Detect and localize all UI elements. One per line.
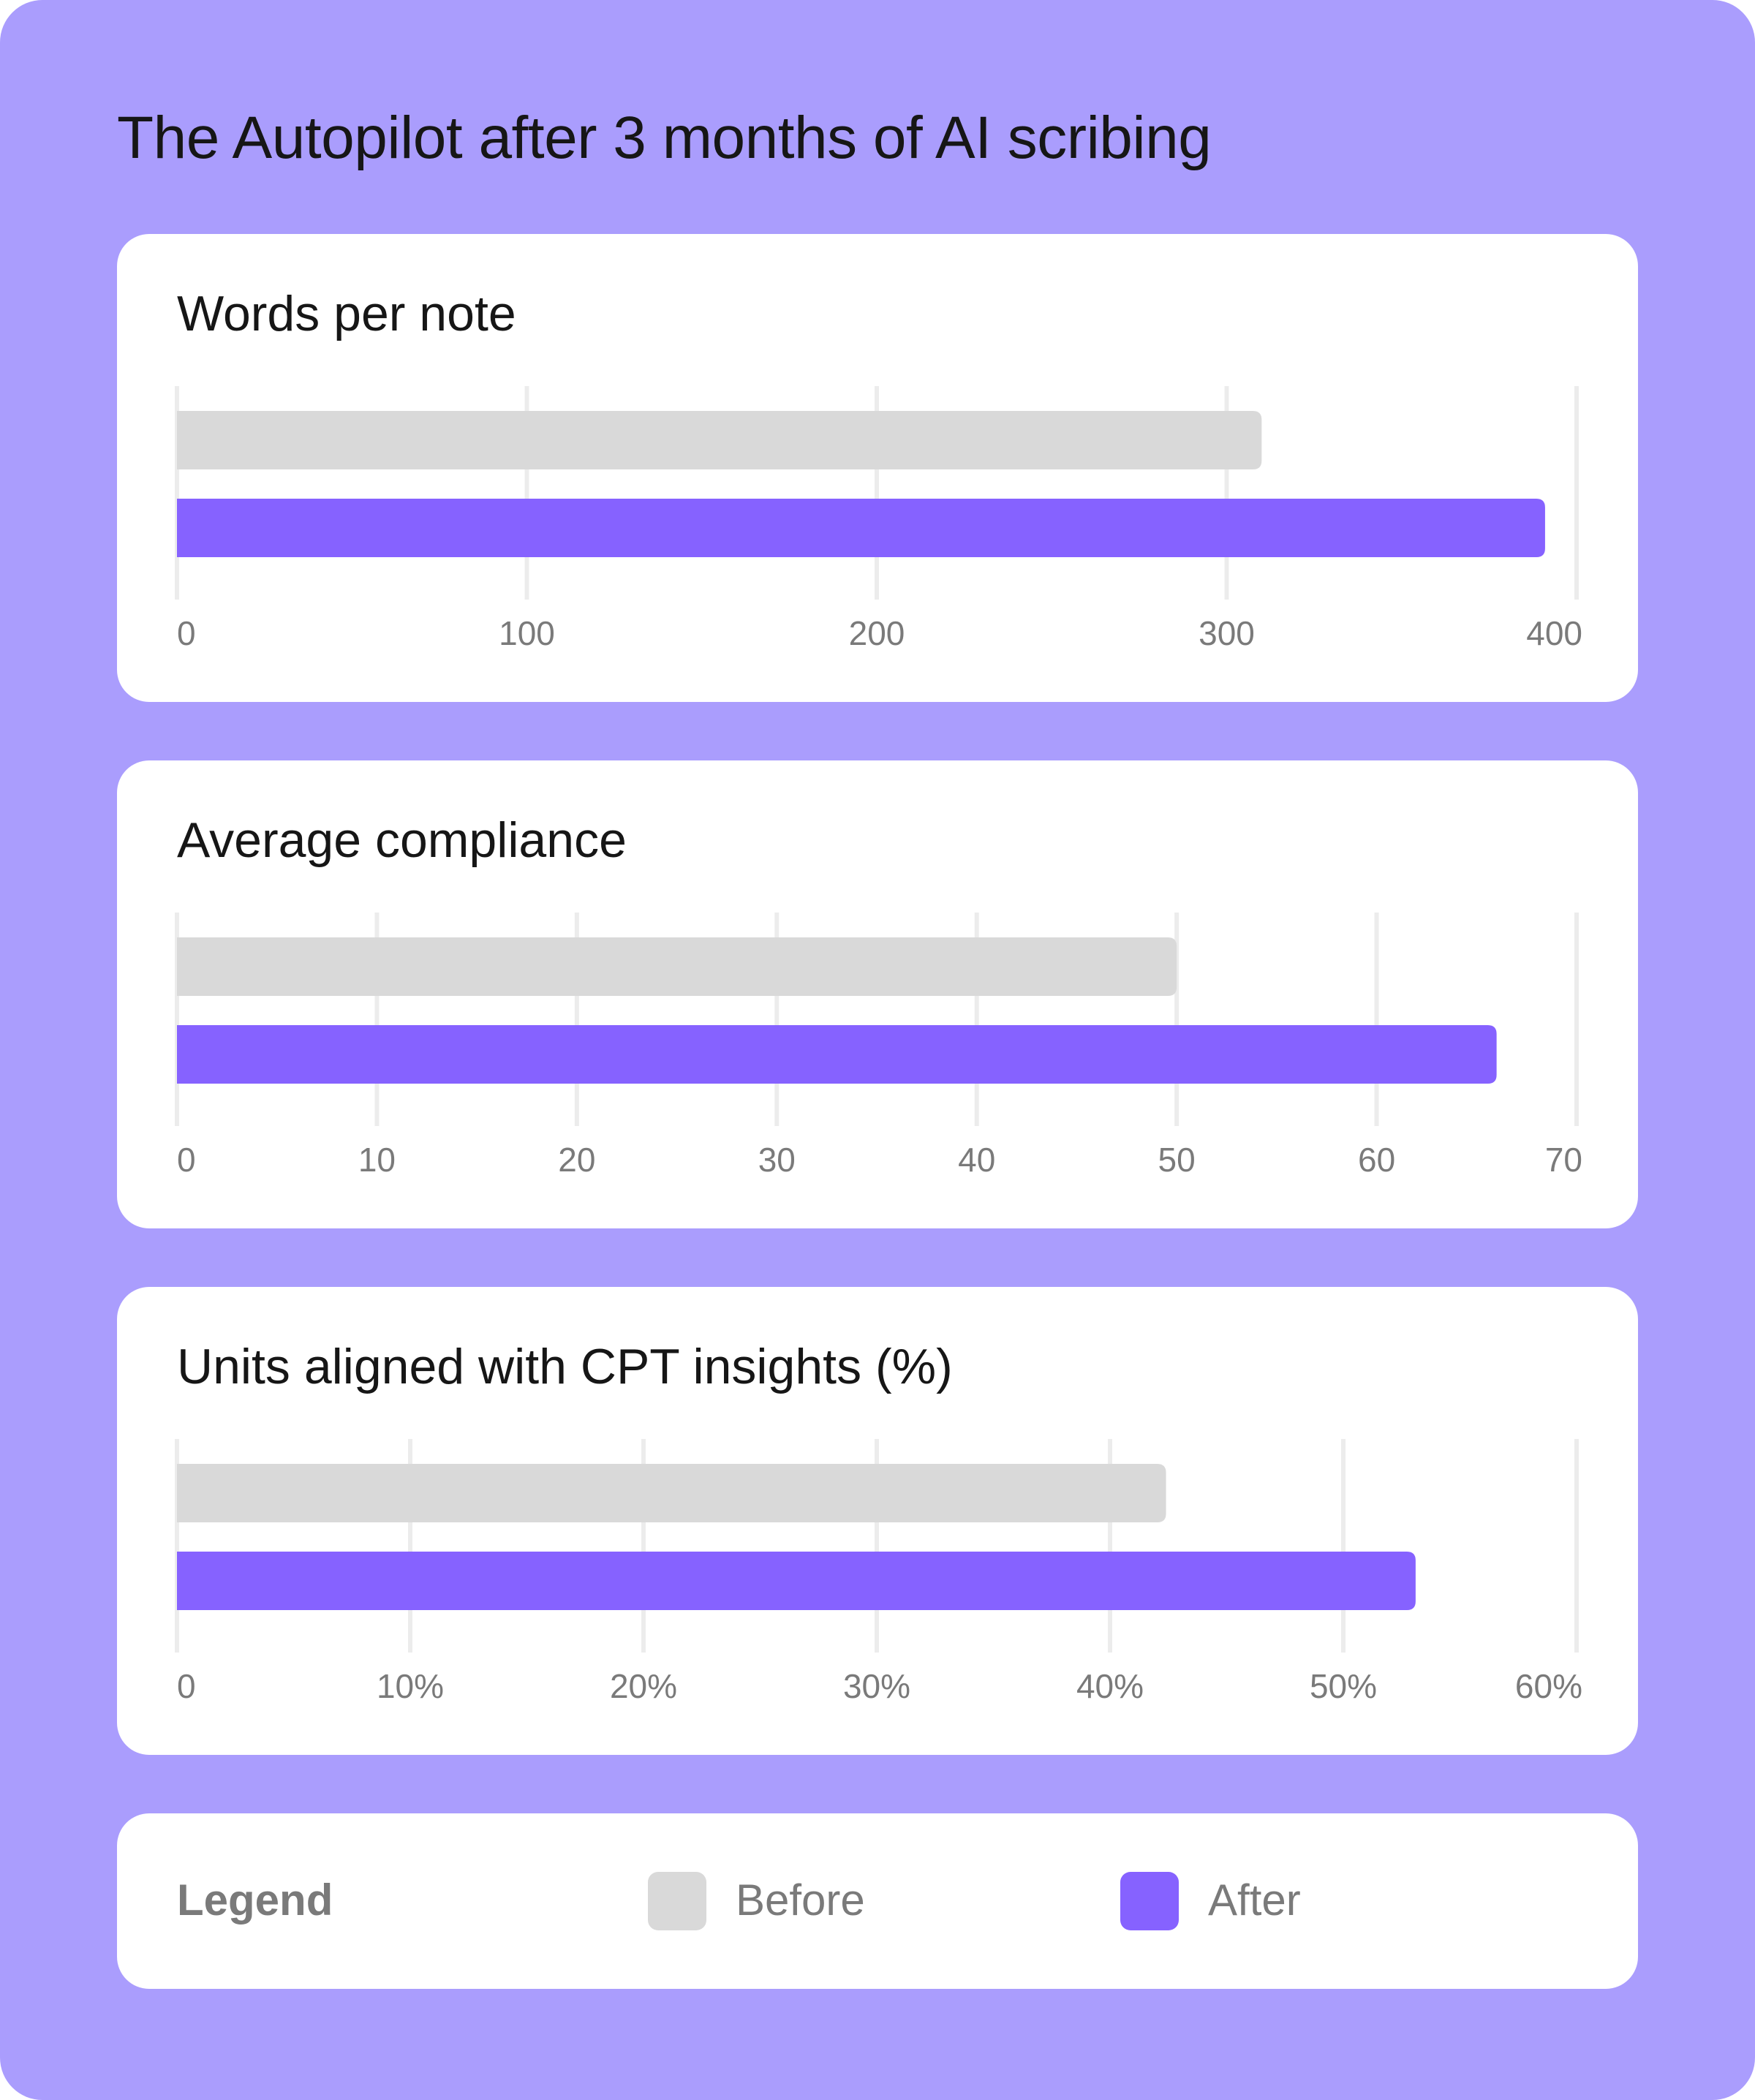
chart-card-units-aligned-cpt: Units aligned with CPT insights (%) 0 10%… — [117, 1287, 1638, 1755]
bar-chart-units-aligned-cpt: 0 10% 20% 30% 40% 50% 60% — [175, 1439, 1582, 1705]
legend-swatch-after — [1120, 1872, 1179, 1930]
tick-label: 30 — [758, 1141, 796, 1179]
tick-label: 400 — [1526, 614, 1582, 652]
chart-card-words-per-note: Words per note 0 100 200 300 400 — [117, 234, 1638, 702]
tick-label: 30% — [843, 1667, 910, 1705]
tick-label: 50 — [1158, 1141, 1196, 1179]
bar-after — [177, 499, 1545, 557]
tick-label: 60 — [1358, 1141, 1395, 1179]
tick-label: 40% — [1076, 1667, 1144, 1705]
bar-shape — [177, 937, 1177, 996]
bar-chart-average-compliance: 0 10 20 30 40 50 60 70 — [175, 913, 1582, 1179]
tick-label: 10 — [358, 1141, 396, 1179]
tick-label: 70 — [1545, 1141, 1582, 1179]
bar-before — [177, 1464, 1166, 1522]
bar-shape — [177, 411, 1262, 469]
chart-title: Units aligned with CPT insights (%) — [177, 1339, 953, 1394]
bar-shape — [177, 1552, 1416, 1610]
legend-label-before: Before — [736, 1876, 865, 1925]
bar-chart-words-per-note: 0 100 200 300 400 — [175, 386, 1582, 652]
tick-label: 300 — [1199, 614, 1255, 652]
tick-label: 200 — [849, 614, 905, 652]
bar-after — [177, 1025, 1497, 1084]
bar-before — [177, 411, 1262, 469]
bar-after — [177, 1552, 1416, 1610]
tick-label: 40 — [958, 1141, 995, 1179]
tick-label: 20 — [558, 1141, 595, 1179]
bar-before — [177, 937, 1177, 996]
tick-label: 0 — [177, 1141, 196, 1179]
tick-label: 50% — [1310, 1667, 1377, 1705]
tick-label: 10% — [377, 1667, 444, 1705]
legend-title: Legend — [177, 1876, 333, 1925]
legend-label-after: After — [1208, 1876, 1301, 1925]
chart-title: Average compliance — [177, 812, 627, 868]
tick-label: 20% — [610, 1667, 677, 1705]
main-title: The Autopilot after 3 months of AI scrib… — [117, 105, 1212, 171]
tick-label: 0 — [177, 614, 196, 652]
legend-swatch-before — [648, 1872, 706, 1930]
bar-shape — [177, 1464, 1166, 1522]
tick-label: 100 — [499, 614, 555, 652]
bar-shape — [177, 499, 1545, 557]
chart-title: Words per note — [177, 286, 516, 341]
tick-label: 60% — [1515, 1667, 1582, 1705]
tick-label: 0 — [177, 1667, 196, 1705]
bar-shape — [177, 1025, 1497, 1084]
legend: Legend Before After — [117, 1813, 1638, 1989]
chart-card-average-compliance: Average compliance 0 10 20 30 40 50 60 70 — [117, 760, 1638, 1228]
